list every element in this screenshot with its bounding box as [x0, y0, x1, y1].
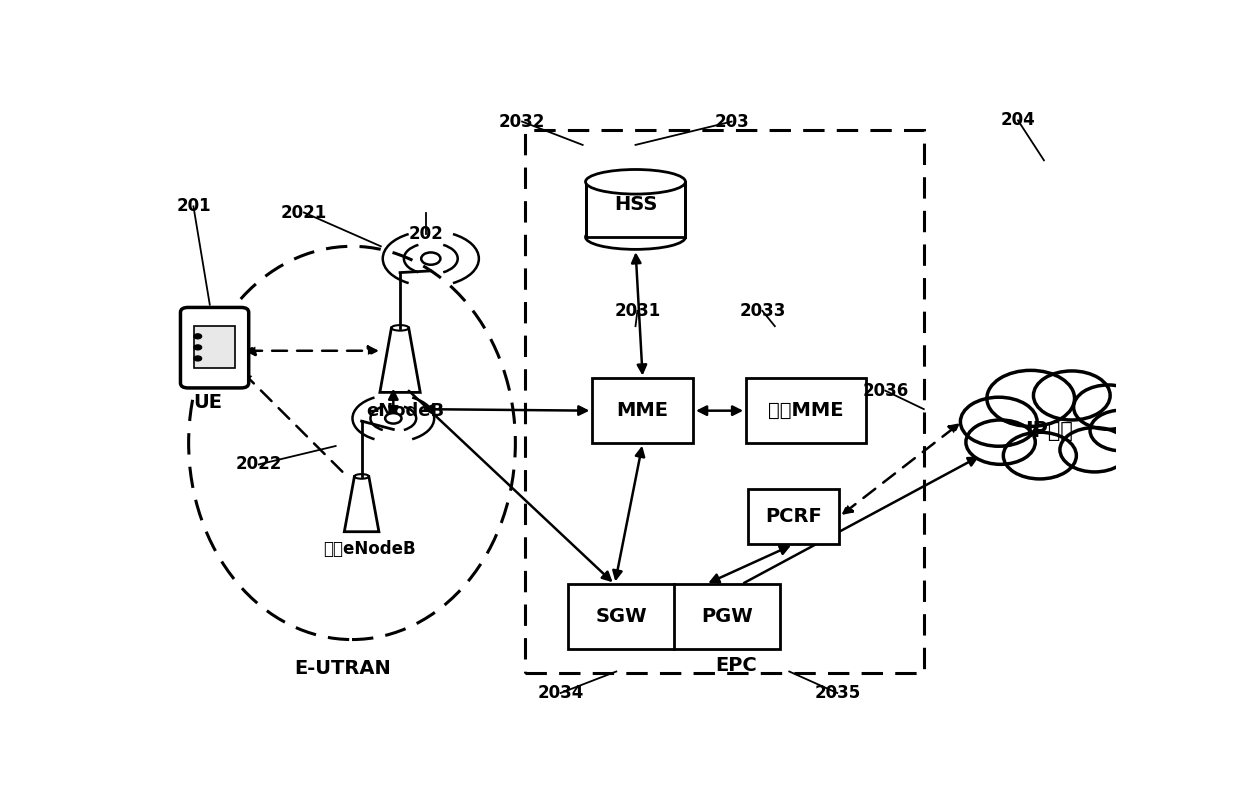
Text: 其它MME: 其它MME	[769, 401, 844, 421]
Circle shape	[998, 393, 1109, 463]
Text: 2031: 2031	[614, 302, 661, 320]
Text: E-UTRAN: E-UTRAN	[294, 659, 391, 678]
Text: 其它eNodeB: 其它eNodeB	[322, 540, 415, 558]
Text: PGW: PGW	[701, 607, 753, 626]
Text: 2034: 2034	[537, 684, 584, 702]
Ellipse shape	[355, 474, 368, 479]
Text: 2021: 2021	[280, 203, 327, 222]
Text: 2022: 2022	[236, 456, 281, 473]
FancyBboxPatch shape	[181, 307, 249, 388]
Circle shape	[386, 413, 402, 424]
Bar	[746, 378, 866, 443]
Bar	[193, 326, 236, 368]
Circle shape	[1074, 385, 1143, 429]
Circle shape	[966, 420, 1035, 464]
Polygon shape	[379, 328, 420, 393]
Ellipse shape	[585, 225, 686, 250]
Circle shape	[961, 397, 1037, 446]
Text: 202: 202	[409, 225, 444, 243]
Circle shape	[422, 252, 440, 265]
Circle shape	[1060, 428, 1130, 472]
Circle shape	[1090, 410, 1154, 451]
Text: 2036: 2036	[862, 381, 909, 400]
Circle shape	[1003, 433, 1076, 479]
Text: EPC: EPC	[715, 657, 758, 675]
Text: UE: UE	[193, 393, 222, 413]
Text: 201: 201	[176, 197, 211, 215]
Circle shape	[193, 356, 202, 361]
Bar	[525, 129, 924, 674]
Ellipse shape	[585, 169, 686, 194]
Text: 2032: 2032	[498, 113, 546, 131]
Ellipse shape	[392, 325, 409, 330]
Text: 203: 203	[714, 113, 749, 131]
Circle shape	[193, 345, 202, 350]
Bar	[585, 182, 686, 237]
Text: IP业务: IP业务	[1024, 421, 1073, 440]
Text: eNodeB: eNodeB	[366, 402, 444, 420]
Polygon shape	[345, 476, 379, 531]
Text: HSS: HSS	[614, 195, 657, 214]
Bar	[748, 489, 839, 544]
Text: 204: 204	[1001, 112, 1035, 129]
Circle shape	[987, 370, 1075, 426]
Circle shape	[1033, 371, 1110, 420]
Bar	[593, 378, 693, 443]
Text: PCRF: PCRF	[765, 508, 822, 526]
Circle shape	[193, 334, 202, 339]
Text: MME: MME	[616, 401, 668, 421]
Bar	[568, 584, 780, 649]
Text: SGW: SGW	[595, 607, 647, 626]
Text: 2035: 2035	[815, 684, 861, 702]
Text: 2033: 2033	[739, 302, 785, 320]
Bar	[585, 225, 686, 237]
